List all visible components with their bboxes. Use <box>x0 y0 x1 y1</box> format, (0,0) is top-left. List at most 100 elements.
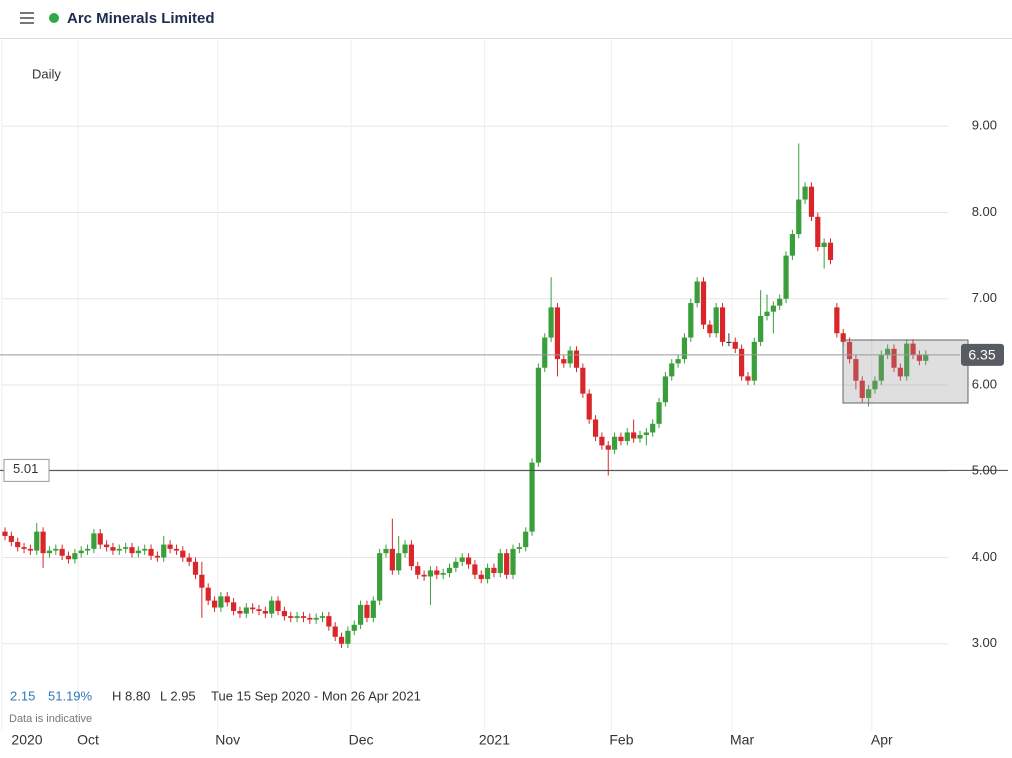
candle-body <box>878 354 884 381</box>
candle-body <box>681 337 688 360</box>
candle-body <box>707 324 713 334</box>
candle-body <box>243 607 249 614</box>
candle-body <box>53 548 59 551</box>
candle-body <box>205 587 211 601</box>
interval-label: Daily <box>32 66 61 81</box>
candle-body <box>351 624 357 631</box>
candle-body <box>624 432 630 442</box>
candle-body <box>592 419 599 437</box>
candle-body <box>440 573 446 575</box>
candle-body <box>408 544 414 567</box>
candle-body <box>370 600 376 618</box>
candle-body <box>726 341 732 343</box>
candle-body <box>377 553 383 601</box>
candle-body <box>427 570 434 577</box>
candle-body <box>129 547 135 554</box>
candle-body <box>580 367 586 394</box>
candle-body <box>237 610 243 614</box>
candle-body <box>262 610 268 614</box>
candle-body <box>40 531 46 554</box>
candle-body <box>834 307 840 334</box>
candle-body <box>275 600 281 611</box>
overlay: 6.35 5.01 <box>0 343 1008 482</box>
candle-body <box>91 533 97 549</box>
candle-body <box>307 617 313 620</box>
candle-body <box>294 616 300 618</box>
candle-body <box>218 596 224 608</box>
candle-body <box>281 610 287 617</box>
x-tick-label: Oct <box>77 732 99 748</box>
candle-body <box>827 242 834 260</box>
x-tick-label: Dec <box>349 732 374 748</box>
candle-body <box>84 548 91 551</box>
candle-body <box>27 548 33 551</box>
candle-body <box>434 570 440 575</box>
candle-body <box>789 234 795 256</box>
candle-body <box>904 343 910 377</box>
candle-body <box>548 307 554 338</box>
change-pct: 51.19% <box>48 688 93 703</box>
period-low: L 2.95 <box>160 688 196 703</box>
candle-body <box>364 604 370 618</box>
candle-body <box>732 341 738 349</box>
date-range: Tue 15 Sep 2020 - Mon 26 Apr 2021 <box>211 688 421 703</box>
x-tick-label: Mar <box>730 732 754 748</box>
candle-body <box>783 255 789 299</box>
candle-body <box>338 636 345 644</box>
candle-body <box>815 216 821 247</box>
candle-body <box>148 548 154 556</box>
candle-body <box>300 616 307 618</box>
candle-body <box>859 380 865 398</box>
candle-body <box>751 341 757 381</box>
candle-body <box>631 432 637 439</box>
candle-body <box>313 617 319 620</box>
candle-body <box>554 307 561 360</box>
candle-body <box>916 354 922 361</box>
candle-body <box>78 550 84 554</box>
header-title: Arc Minerals Limited <box>67 10 215 27</box>
candle-body <box>840 333 846 342</box>
candle-body <box>453 561 459 568</box>
candle-body <box>802 186 808 200</box>
selection-box <box>842 339 969 404</box>
candle-body <box>510 548 516 575</box>
candle-body <box>167 544 173 549</box>
y-tick-label: 3.00 <box>972 635 997 650</box>
candle-body <box>21 547 27 549</box>
candle-body <box>224 596 230 603</box>
last-price-box <box>961 343 1004 366</box>
candle-body <box>796 199 802 235</box>
candle-body <box>605 445 611 450</box>
candle-body <box>821 242 827 247</box>
y-tick-label: 8.00 <box>972 204 997 219</box>
menu-icon[interactable] <box>20 12 34 24</box>
candle-body <box>485 567 491 580</box>
candle-body <box>15 541 21 548</box>
status-dot <box>49 13 59 23</box>
candle-body <box>326 616 332 627</box>
candle-body <box>739 348 745 377</box>
candle-body <box>872 380 878 390</box>
candle-body <box>669 363 675 377</box>
candle-body <box>465 557 472 565</box>
y-tick-label: 7.00 <box>972 290 997 305</box>
candle-body <box>777 298 783 306</box>
candle-body <box>516 547 522 549</box>
candle-body <box>897 367 903 377</box>
candle-body <box>319 616 326 618</box>
candle-body <box>123 547 129 549</box>
candle-body <box>135 550 141 554</box>
candle-body <box>34 531 40 551</box>
candle-body <box>154 555 160 558</box>
candle-body <box>46 550 53 554</box>
candle-body <box>59 548 65 556</box>
candle-body <box>396 553 402 571</box>
candle-body <box>523 531 529 548</box>
candle-body <box>561 359 567 364</box>
candle-body <box>116 548 122 551</box>
candle-body <box>529 462 535 532</box>
candle-body <box>383 548 389 554</box>
candle-body <box>288 616 294 618</box>
candle-body <box>637 435 643 439</box>
